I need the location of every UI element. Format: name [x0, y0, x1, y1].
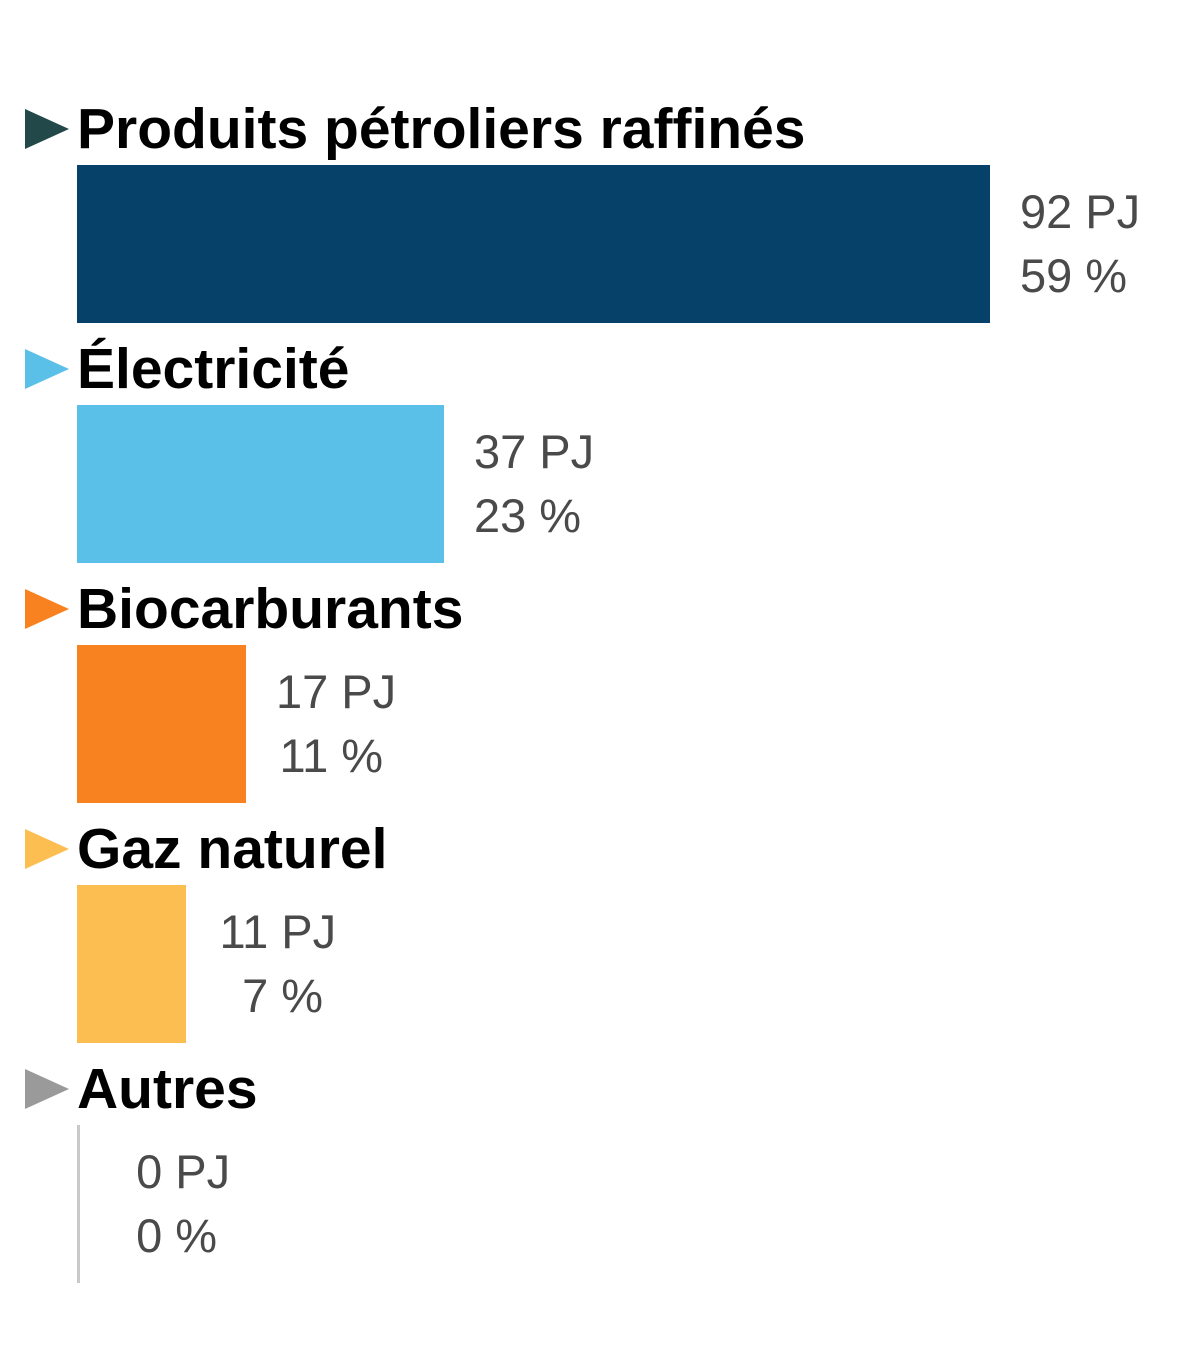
bar: [77, 165, 990, 323]
bar-row: 11 PJ 7%: [77, 885, 1200, 1043]
category-label: Autres: [77, 1057, 258, 1121]
category-header: Gaz naturel: [25, 820, 1200, 878]
bar: [77, 885, 186, 1043]
bar-group-autres: Autres 0 PJ 0%: [25, 1060, 1200, 1283]
energy-value: 37 PJ: [474, 425, 595, 478]
bar: [77, 405, 444, 563]
percent-value: 11%: [279, 729, 384, 782]
percent-value: 7%: [242, 969, 324, 1022]
percent-value: 0%: [136, 1209, 218, 1262]
bar-row: 92 PJ 59%: [77, 165, 1200, 323]
bar-row: 0 PJ 0%: [77, 1125, 1200, 1283]
triangle-bullet-icon: [25, 589, 69, 629]
category-label: Biocarburants: [77, 577, 464, 641]
bar-group-gaz-naturel: Gaz naturel 11 PJ 7%: [25, 820, 1200, 1043]
energy-value: 92 PJ: [1020, 185, 1141, 238]
bar-group-electricite: Électricité 37 PJ 23%: [25, 340, 1200, 563]
bar-value-labels: 0 PJ 0%: [110, 1125, 230, 1283]
category-header: Produits pétroliers raffinés: [25, 100, 1200, 158]
bar-value-labels: 92 PJ 59%: [1020, 165, 1140, 323]
triangle-bullet-icon: [25, 109, 69, 149]
triangle-bullet-icon: [25, 829, 69, 869]
energy-value: 0 PJ: [136, 1145, 231, 1198]
bar: [77, 1125, 80, 1283]
bar-group-biocarburants: Biocarburants 17 PJ 11%: [25, 580, 1200, 803]
horizontal-bar-chart: Produits pétroliers raffinés 92 PJ 59% Él…: [25, 100, 1200, 1283]
category-header: Électricité: [25, 340, 1200, 398]
bar-row: 37 PJ 23%: [77, 405, 1200, 563]
energy-value: 11 PJ: [219, 905, 337, 958]
triangle-bullet-icon: [25, 1069, 69, 1109]
category-label: Gaz naturel: [77, 817, 388, 881]
category-header: Biocarburants: [25, 580, 1200, 638]
bar-value-labels: 11 PJ 7%: [216, 885, 336, 1043]
category-label: Électricité: [77, 337, 350, 401]
category-header: Autres: [25, 1060, 1200, 1118]
bar: [77, 645, 246, 803]
bar-row: 17 PJ 11%: [77, 645, 1200, 803]
triangle-bullet-icon: [25, 349, 69, 389]
bar-group-produits-petroliers: Produits pétroliers raffinés 92 PJ 59%: [25, 100, 1200, 323]
energy-value: 17 PJ: [276, 665, 397, 718]
percent-value: 59%: [1020, 249, 1128, 302]
percent-value: 23%: [474, 489, 582, 542]
bar-value-labels: 17 PJ 11%: [276, 645, 396, 803]
category-label: Produits pétroliers raffinés: [77, 97, 806, 161]
bar-value-labels: 37 PJ 23%: [474, 405, 594, 563]
